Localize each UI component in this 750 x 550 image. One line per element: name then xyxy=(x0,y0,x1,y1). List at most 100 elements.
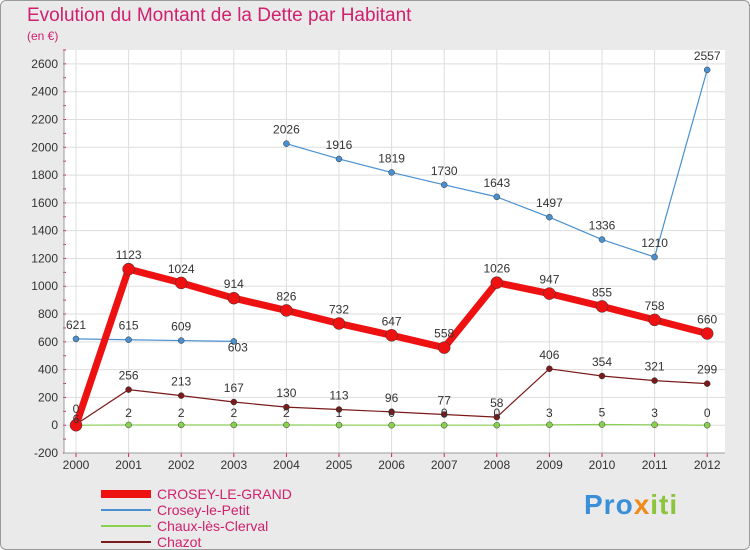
plot-area xyxy=(64,50,725,453)
data-label: 354 xyxy=(592,355,612,369)
data-label: 2557 xyxy=(694,49,721,63)
data-point-chaux-les-clerval xyxy=(651,421,658,429)
data-label: 130 xyxy=(276,386,296,400)
data-label: 6 xyxy=(73,412,80,426)
y-tick-label: 1200 xyxy=(31,251,58,265)
data-label: 660 xyxy=(697,312,717,326)
data-label: 2 xyxy=(125,406,132,420)
data-label: 1024 xyxy=(168,262,195,276)
data-label: 113 xyxy=(329,389,348,403)
y-tick-label: 400 xyxy=(38,363,58,377)
data-label: 914 xyxy=(224,277,244,291)
data-label: 77 xyxy=(438,394,452,408)
data-label: 167 xyxy=(224,381,244,395)
data-point-chaux-les-clerval xyxy=(440,421,448,429)
data-label: 1497 xyxy=(536,196,563,210)
data-label: 826 xyxy=(276,289,296,303)
data-point-crosey-le-grand xyxy=(227,291,241,305)
data-label: 1 xyxy=(336,406,343,420)
data-label: 2 xyxy=(178,406,185,420)
data-point-chazot xyxy=(703,380,711,387)
y-tick-label: 2400 xyxy=(31,85,58,99)
data-label: 256 xyxy=(119,369,139,383)
data-point-chaux-les-clerval xyxy=(283,421,290,429)
y-tick-label: 0 xyxy=(51,418,58,432)
data-point-crosey-le-grand xyxy=(332,317,346,330)
data-label: 947 xyxy=(539,273,559,287)
data-point-crosey-le-petit xyxy=(703,66,711,74)
data-point-chazot xyxy=(283,403,290,411)
legend-swatch xyxy=(101,490,151,498)
data-point-chaux-les-clerval xyxy=(388,421,395,429)
data-label: 0 xyxy=(441,406,448,420)
x-tick-label: 2000 xyxy=(63,458,90,472)
x-tick-label: 2006 xyxy=(378,458,405,472)
y-tick-label: 2200 xyxy=(31,112,58,126)
data-point-crosey-le-grand xyxy=(385,329,398,342)
data-label: 1336 xyxy=(589,219,616,233)
logo-part: Pro xyxy=(584,489,634,520)
logo-part: iti xyxy=(650,489,679,520)
chart-unit: (en €) xyxy=(27,29,59,43)
data-point-chazot xyxy=(493,413,501,421)
y-tick-label: 1400 xyxy=(31,224,58,238)
data-point-crosey-le-petit xyxy=(388,169,395,176)
data-point-chazot xyxy=(177,392,185,399)
proxiti-logo: Proxiti xyxy=(584,489,678,521)
data-label: 0 xyxy=(73,402,80,416)
data-point-crosey-le-grand xyxy=(437,341,451,354)
data-point-chaux-les-clerval xyxy=(125,421,132,429)
y-tick-label: 1800 xyxy=(31,168,58,182)
data-label: 1643 xyxy=(483,176,510,190)
data-label: 647 xyxy=(382,314,402,328)
data-point-crosey-le-grand xyxy=(174,276,188,290)
x-tick-label: 2003 xyxy=(220,458,247,472)
data-point-crosey-le-petit xyxy=(230,338,238,345)
x-tick-label: 2002 xyxy=(168,458,195,472)
data-point-crosey-le-grand xyxy=(490,276,504,289)
y-tick-label: 600 xyxy=(38,335,58,349)
data-label: 1026 xyxy=(483,262,510,276)
data-point-chaux-les-clerval xyxy=(546,421,553,429)
data-point-chazot xyxy=(125,386,132,393)
x-tick-label: 2004 xyxy=(273,458,300,472)
data-label: 2 xyxy=(283,406,290,420)
y-tick-label: 1000 xyxy=(31,279,58,293)
data-label: 96 xyxy=(385,391,399,405)
data-point-chaux-les-clerval xyxy=(493,421,501,429)
data-label: 0 xyxy=(493,406,500,420)
y-tick-label: 2600 xyxy=(31,57,58,71)
data-point-chaux-les-clerval xyxy=(335,421,343,429)
data-label: 0 xyxy=(704,406,711,420)
legend-swatch xyxy=(101,509,151,511)
y-tick-label: 800 xyxy=(38,307,58,321)
data-point-chaux-les-clerval xyxy=(598,421,606,428)
y-tick-label: -200 xyxy=(34,446,58,460)
data-point-chazot xyxy=(440,411,448,418)
x-tick-label: 2011 xyxy=(642,458,668,472)
data-label: 213 xyxy=(171,375,191,389)
data-label: 299 xyxy=(697,363,717,377)
data-point-chaux-les-clerval xyxy=(703,421,711,429)
data-label: 855 xyxy=(592,285,612,299)
x-tick-label: 2012 xyxy=(694,458,721,472)
data-point-crosey-le-petit xyxy=(283,140,290,147)
data-point-crosey-le-grand xyxy=(122,262,135,276)
data-point-chazot xyxy=(388,408,395,416)
data-point-crosey-le-grand xyxy=(648,313,661,327)
data-point-crosey-le-grand xyxy=(280,304,293,317)
data-point-chazot xyxy=(546,365,553,373)
data-point-crosey-le-grand xyxy=(543,287,556,300)
data-point-crosey-le-grand xyxy=(700,327,714,340)
chart-title: Evolution du Montant de la Dette par Hab… xyxy=(27,5,412,26)
data-point-crosey-le-grand xyxy=(595,300,609,313)
data-label: 1819 xyxy=(378,151,405,165)
legend-swatch xyxy=(101,525,151,527)
data-point-crosey-le-petit xyxy=(335,155,343,163)
data-point-crosey-le-petit xyxy=(598,236,606,243)
data-label: 406 xyxy=(539,348,559,362)
x-tick-label: 2008 xyxy=(483,458,510,472)
data-label: 615 xyxy=(119,319,139,333)
x-tick-label: 2001 xyxy=(115,458,142,472)
